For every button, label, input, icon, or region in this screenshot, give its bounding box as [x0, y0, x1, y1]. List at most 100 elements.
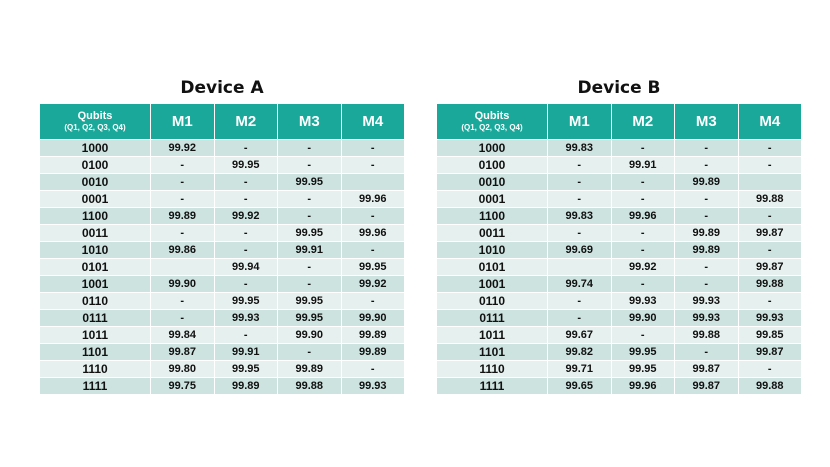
m4-value-cell: -	[737, 207, 802, 225]
m4-value-cell: 99.88	[737, 377, 802, 395]
m1-value-cell: 99.75	[150, 377, 215, 395]
qubits-order-label: (Q1, Q2, Q3, Q4)	[461, 123, 523, 132]
m1-value-cell: -	[150, 309, 215, 327]
table-row: 1101 99.82 99.95-99.87	[436, 343, 802, 361]
table-row: 1010 99.86-99.91-	[39, 241, 405, 259]
m4-value-cell: 99.96	[340, 190, 405, 208]
m1-value-cell	[150, 258, 215, 276]
m4-value-cell: 99.89	[340, 343, 405, 361]
m3-value-cell: 99.89	[674, 241, 739, 259]
m3-value-cell: -	[674, 190, 739, 208]
m2-value-cell: 99.92	[213, 207, 278, 225]
qubit-state-cell: 1011	[39, 326, 151, 344]
qubit-state-cell: 1111	[436, 377, 548, 395]
qubit-state-cell: 0101	[436, 258, 548, 276]
m3-value-cell: -	[277, 156, 342, 174]
m4-value-cell: 99.87	[737, 224, 802, 242]
m1-value-cell: -	[547, 224, 612, 242]
m4-header: M4	[340, 103, 405, 140]
table-row: 1100 99.83 99.96- -	[436, 207, 802, 225]
m4-value-cell: -	[340, 156, 405, 174]
m3-value-cell: 99.89	[674, 173, 739, 191]
m3-value-cell: -	[674, 258, 739, 276]
qubit-state-cell: 0110	[39, 292, 151, 310]
table-row: 1100 99.89 99.92- -	[39, 207, 405, 225]
m3-value-cell: 99.95	[277, 309, 342, 327]
m4-header: M4	[737, 103, 802, 140]
table-row: 0100-99.95- -	[39, 156, 405, 174]
m3-value-cell: 99.93	[674, 292, 739, 310]
table-row: 0101 99.94-99.95	[39, 258, 405, 276]
qubit-state-cell: 1111	[39, 377, 151, 395]
m3-value-cell: 99.91	[277, 241, 342, 259]
table-row: 1000 99.92- - -	[39, 139, 405, 157]
m4-value-cell: -	[340, 241, 405, 259]
m2-value-cell: 99.94	[213, 258, 278, 276]
m1-value-cell: -	[547, 156, 612, 174]
m4-value-cell: -	[737, 156, 802, 174]
m2-value-cell: -	[213, 224, 278, 242]
m1-value-cell: -	[547, 190, 612, 208]
table-row: 0111-99.90 99.93 99.93	[436, 309, 802, 327]
table-row: 0110-99.95 99.95-	[39, 292, 405, 310]
m1-value-cell: 99.83	[547, 207, 612, 225]
m1-value-cell: 99.80	[150, 360, 215, 378]
m3-value-cell: 99.89	[277, 360, 342, 378]
m4-value-cell: 99.90	[340, 309, 405, 327]
table-row: 0001- - -99.96	[39, 190, 405, 208]
m4-value-cell: -	[737, 292, 802, 310]
m3-value-cell: 99.90	[277, 326, 342, 344]
m4-value-cell: -	[737, 360, 802, 378]
table-row: 1111 99.75 99.89 99.88 99.93	[39, 377, 405, 395]
qubit-state-cell: 1101	[436, 343, 548, 361]
m2-value-cell: 99.93	[213, 309, 278, 327]
m1-value-cell: -	[150, 224, 215, 242]
qubit-state-cell: 1011	[436, 326, 548, 344]
m3-value-cell: 99.93	[674, 309, 739, 327]
m3-header: M3	[277, 103, 342, 140]
table-row: 1111 99.65 99.96 99.87 99.88	[436, 377, 802, 395]
m2-value-cell: 99.89	[213, 377, 278, 395]
qubit-state-cell: 0010	[39, 173, 151, 191]
m1-value-cell: 99.71	[547, 360, 612, 378]
qubit-state-cell: 0001	[436, 190, 548, 208]
m4-value-cell: 99.87	[737, 258, 802, 276]
qubit-state-cell: 1100	[436, 207, 548, 225]
m1-value-cell: 99.65	[547, 377, 612, 395]
m2-value-cell: -	[610, 241, 675, 259]
qubit-state-cell: 0101	[39, 258, 151, 276]
m1-value-cell: 99.92	[150, 139, 215, 157]
table-row: 1110 99.80 99.95 99.89-	[39, 360, 405, 378]
m1-value-cell: 99.69	[547, 241, 612, 259]
qubit-state-cell: 0110	[436, 292, 548, 310]
table-row: 0011- -99.95 99.96	[39, 224, 405, 242]
qubit-state-cell: 0100	[436, 156, 548, 174]
device-b-table: Qubits (Q1, Q2, Q3, Q4) M1 M2 M3 M4 1000…	[436, 103, 802, 395]
table-row: 0011- -99.89 99.87	[436, 224, 802, 242]
m2-value-cell: 99.93	[610, 292, 675, 310]
m3-value-cell: -	[674, 139, 739, 157]
qubit-state-cell: 1110	[39, 360, 151, 378]
qubits-header-label: Qubits	[77, 110, 113, 122]
m3-value-cell: -	[674, 156, 739, 174]
m4-value-cell: 99.92	[340, 275, 405, 293]
m4-value-cell: -	[340, 360, 405, 378]
m2-header: M2	[213, 103, 278, 140]
m4-value-cell: -	[340, 139, 405, 157]
table-row: 1101 99.87 99.91-99.89	[39, 343, 405, 361]
m3-value-cell: 99.87	[674, 360, 739, 378]
m2-value-cell: -	[610, 190, 675, 208]
qubit-state-cell: 1000	[436, 139, 548, 157]
m3-value-cell: 99.89	[674, 224, 739, 242]
m1-value-cell: -	[547, 173, 612, 191]
m3-value-cell: -	[277, 275, 342, 293]
m2-value-cell: -	[213, 190, 278, 208]
m4-value-cell: 99.89	[340, 326, 405, 344]
m3-value-cell: -	[277, 207, 342, 225]
qubits-header: Qubits (Q1, Q2, Q3, Q4)	[39, 103, 151, 140]
qubit-state-cell: 0011	[436, 224, 548, 242]
device-a-title: Device A	[180, 78, 264, 98]
table-row: 0100-99.91- -	[436, 156, 802, 174]
m1-value-cell: -	[150, 173, 215, 191]
qubits-header: Qubits (Q1, Q2, Q3, Q4)	[436, 103, 548, 140]
